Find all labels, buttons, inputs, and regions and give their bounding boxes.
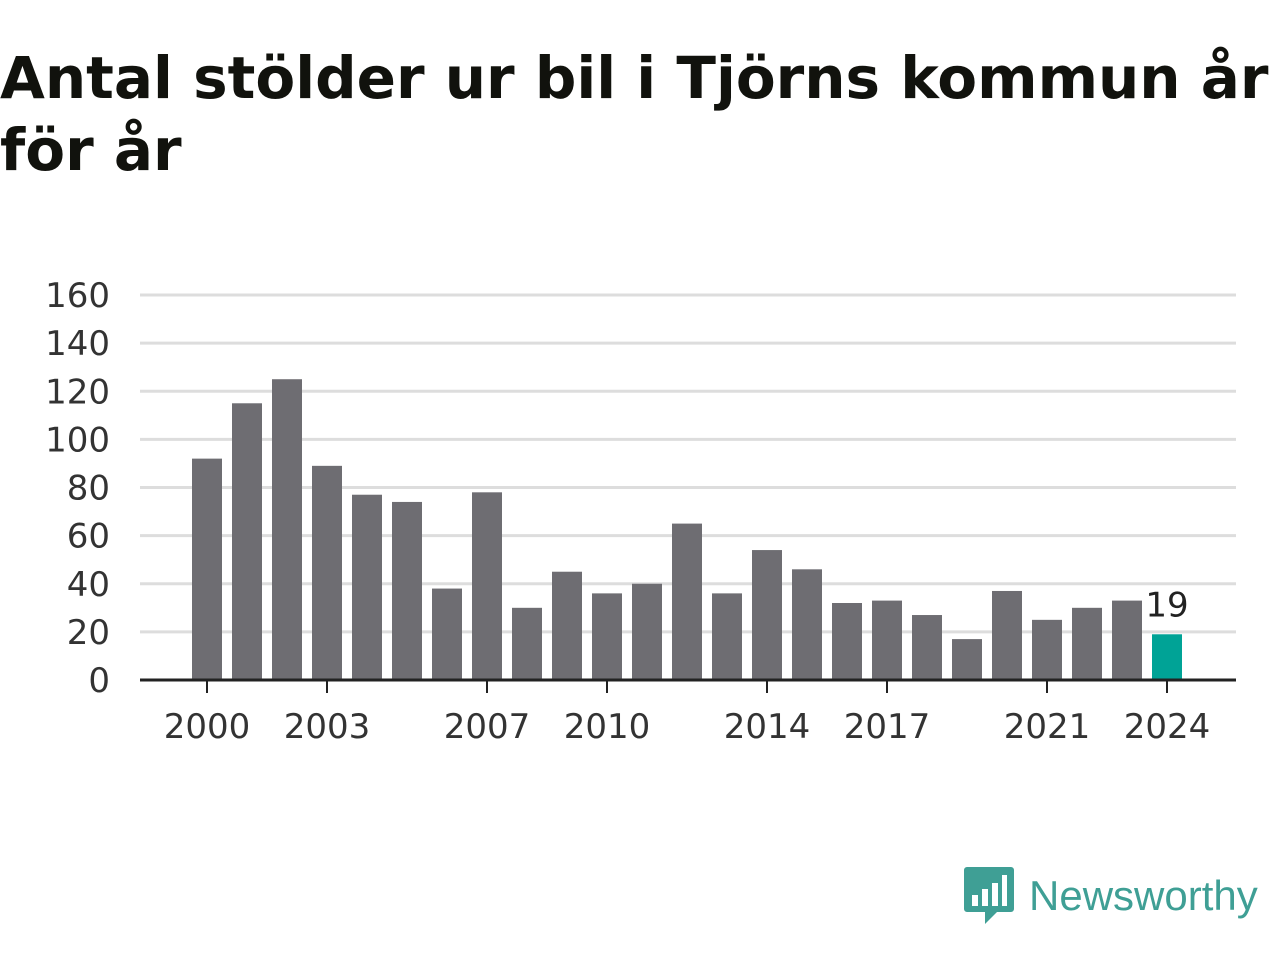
x-tick-label: 2014 bbox=[724, 707, 811, 747]
bar-2023 bbox=[1112, 600, 1142, 680]
bar-2004 bbox=[352, 494, 382, 680]
bar-2020 bbox=[992, 590, 1022, 680]
x-tick-label: 2017 bbox=[844, 707, 931, 747]
bar-2012 bbox=[672, 523, 702, 680]
newsworthy-logo: Newsworthy bbox=[963, 864, 1258, 928]
bars bbox=[192, 379, 1182, 680]
bar-2003 bbox=[312, 465, 342, 680]
bar-2002 bbox=[272, 379, 302, 680]
x-tick-label: 2003 bbox=[284, 707, 371, 747]
data-label-2024: 19 bbox=[1145, 585, 1188, 625]
bar-2017 bbox=[872, 600, 902, 680]
bar-2019 bbox=[952, 639, 982, 680]
bar-2016 bbox=[832, 603, 862, 680]
y-tick-label: 20 bbox=[67, 613, 110, 653]
bar-2008 bbox=[512, 607, 542, 680]
y-tick-label: 60 bbox=[67, 517, 110, 557]
x-tick-label: 2024 bbox=[1124, 707, 1211, 747]
x-tick-label: 2021 bbox=[1004, 707, 1091, 747]
y-tick-label: 100 bbox=[45, 420, 110, 460]
y-tick-label: 40 bbox=[67, 565, 110, 605]
bar-2021 bbox=[1032, 619, 1062, 680]
y-axis-ticks: 0 20 40 60 80 100 120 140 160 bbox=[45, 276, 110, 701]
y-tick-label: 0 bbox=[88, 661, 110, 701]
bar-2022 bbox=[1072, 607, 1102, 680]
bar-2007 bbox=[472, 492, 502, 680]
y-tick-label: 80 bbox=[67, 469, 110, 509]
data-labels: 19 bbox=[1145, 585, 1188, 625]
x-tick-label: 2007 bbox=[444, 707, 531, 747]
bar-2015 bbox=[792, 569, 822, 680]
chart-title: Antal stölder ur bil i Tjörns kommun år … bbox=[0, 44, 1269, 184]
y-tick-label: 120 bbox=[45, 372, 110, 412]
bar-2000 bbox=[192, 458, 222, 680]
x-tick-label: 2000 bbox=[164, 707, 251, 747]
bar-2014 bbox=[752, 550, 782, 680]
newsworthy-logo-icon bbox=[964, 867, 1014, 924]
bar-2009 bbox=[552, 571, 582, 680]
bar-2018 bbox=[912, 615, 942, 680]
x-axis-ticks: 2000 2003 2007 2010 2014 2017 2021 2024 bbox=[164, 680, 1211, 747]
y-tick-label: 160 bbox=[45, 276, 110, 316]
bar-2024 bbox=[1152, 634, 1182, 680]
bar-2010 bbox=[592, 593, 622, 680]
bar-2013 bbox=[712, 593, 742, 680]
brand-name: Newsworthy bbox=[1029, 872, 1258, 919]
y-tick-label: 140 bbox=[45, 324, 110, 364]
bar-2006 bbox=[432, 588, 462, 680]
bar-2001 bbox=[232, 403, 262, 680]
x-tick-label: 2010 bbox=[564, 707, 651, 747]
bar-2011 bbox=[632, 583, 662, 680]
bar-2005 bbox=[392, 501, 422, 680]
